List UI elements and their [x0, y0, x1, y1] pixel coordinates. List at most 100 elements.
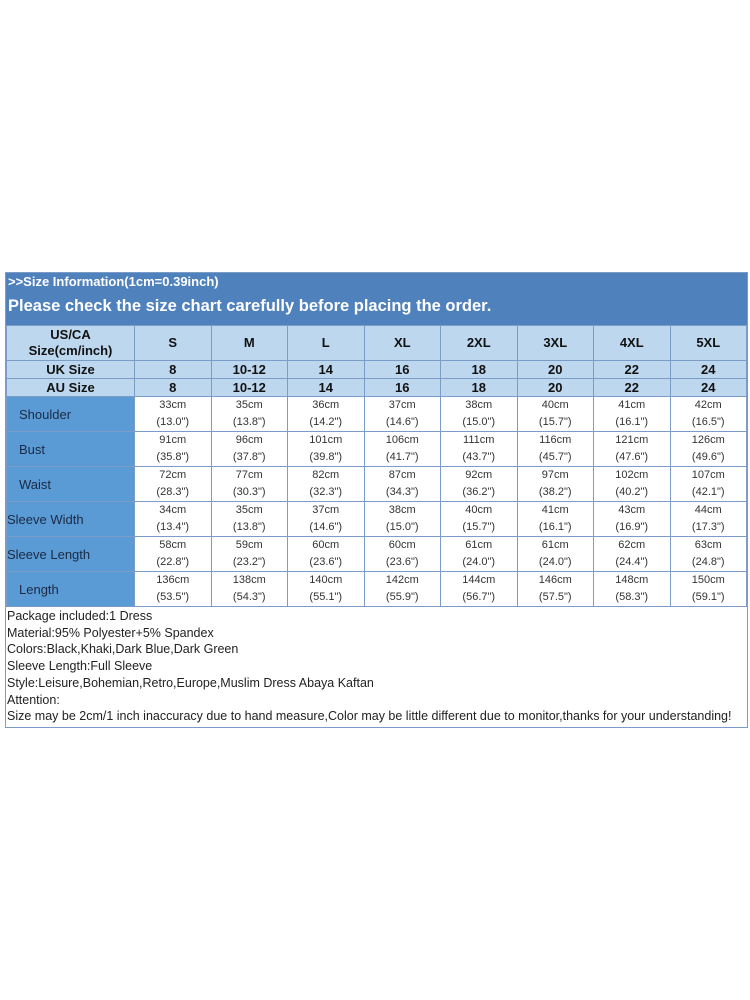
measurement-cell: 35cm (13.8")	[210, 501, 288, 537]
measurement-cell: 121cm (47.6")	[593, 431, 671, 467]
inch-value: (22.8")	[156, 556, 190, 568]
inch-value: (13.0")	[156, 416, 190, 428]
measurement-cell: 111cm (43.7")	[440, 431, 518, 467]
measurement-cell: 40cm (15.7")	[516, 396, 594, 432]
cm-value: 37cm	[388, 399, 416, 411]
size-cell: 10-12	[210, 360, 288, 379]
cm-value: 97cm	[541, 469, 569, 481]
measurement-row: Waist 72cm (28.3") 77cm (30.3") 82cm (32.3") 87…	[6, 466, 747, 502]
cm-value: 43cm	[618, 504, 646, 516]
inch-value: (24.0")	[462, 556, 496, 568]
size-cell: S	[134, 325, 212, 361]
measurement-row: Sleeve Width 34cm (13.4") 35cm (13.8") 37cm (1…	[6, 501, 747, 537]
size-cell: 4XL	[593, 325, 671, 361]
cm-value: 82cm	[312, 469, 340, 481]
cm-value: 72cm	[159, 469, 187, 481]
size-cell: 14	[287, 360, 365, 379]
cm-value: 106cm	[385, 434, 419, 446]
size-cell: 16	[363, 378, 441, 397]
cm-value: 44cm	[694, 504, 722, 516]
measurement-cell: 33cm (13.0")	[134, 396, 212, 432]
cm-value: 126cm	[691, 434, 725, 446]
inch-value: (32.3")	[309, 486, 343, 498]
cm-value: 148cm	[615, 574, 649, 586]
measurement-cell: 140cm (55.1")	[287, 571, 365, 607]
measurement-row: Shoulder 33cm (13.0") 35cm (13.8") 36cm (14.2"…	[6, 396, 747, 432]
measurement-cell: 62cm (24.4")	[593, 536, 671, 572]
inch-value: (38.2")	[538, 486, 572, 498]
measurement-cell: 34cm (13.4")	[134, 501, 212, 537]
size-cell: 20	[516, 378, 594, 397]
cm-value: 35cm	[235, 504, 263, 516]
measurement-cell: 107cm (42.1")	[669, 466, 747, 502]
row-label: US/CA Size(cm/inch)	[6, 325, 135, 361]
measurement-cell: 61cm (24.0")	[440, 536, 518, 572]
size-info-title: >>Size Information(1cm=0.39inch)	[6, 273, 747, 291]
measurement-cell: 102cm (40.2")	[593, 466, 671, 502]
measurement-cell: 38cm (15.0")	[363, 501, 441, 537]
size-cell: XL	[363, 325, 441, 361]
inch-value: (14.6")	[309, 521, 343, 533]
cm-value: 91cm	[159, 434, 187, 446]
row-label: AU Size	[6, 378, 135, 397]
inch-value: (59.1")	[691, 591, 725, 603]
inch-value: (54.3")	[232, 591, 266, 603]
measurement-cell: 97cm (38.2")	[516, 466, 594, 502]
inch-value: (55.9")	[385, 591, 419, 603]
cm-value: 140cm	[309, 574, 343, 586]
cm-value: 121cm	[615, 434, 649, 446]
measurement-cell: 59cm (23.2")	[210, 536, 288, 572]
measurement-cell: 37cm (14.6")	[287, 501, 365, 537]
inch-value: (37.8")	[232, 451, 266, 463]
measurement-label: Bust	[6, 431, 135, 467]
inch-value: (58.3")	[615, 591, 649, 603]
inch-value: (30.3")	[232, 486, 266, 498]
cm-value: 96cm	[235, 434, 263, 446]
inch-value: (56.7")	[462, 591, 496, 603]
measurement-cell: 146cm (57.5")	[516, 571, 594, 607]
measurement-label: Length	[6, 571, 135, 607]
inch-value: (24.8")	[691, 556, 725, 568]
uk-size-row: UK Size 8 10-12 14 16 18 20 22 24	[6, 360, 747, 379]
cm-value: 63cm	[694, 539, 722, 551]
measurement-cell: 38cm (15.0")	[440, 396, 518, 432]
note-line: Attention:	[7, 692, 60, 707]
measurement-cell: 150cm (59.1")	[669, 571, 747, 607]
cm-value: 107cm	[691, 469, 725, 481]
inch-value: (23.2")	[232, 556, 266, 568]
cm-value: 41cm	[541, 504, 569, 516]
measurement-cell: 40cm (15.7")	[440, 501, 518, 537]
cm-value: 77cm	[235, 469, 263, 481]
measurement-row: Bust 91cm (35.8") 96cm (37.8") 101cm (39.8") 10…	[6, 431, 747, 467]
cm-value: 61cm	[541, 539, 569, 551]
measurement-cell: 77cm (30.3")	[210, 466, 288, 502]
measurement-cell: 41cm (16.1")	[593, 396, 671, 432]
note-line: Colors:Black,Khaki,Dark Blue,Dark Green	[7, 642, 239, 657]
cm-value: 144cm	[462, 574, 496, 586]
measurement-cell: 44cm (17.3")	[669, 501, 747, 537]
inch-value: (14.6")	[385, 416, 419, 428]
cm-value: 60cm	[312, 539, 340, 551]
cm-value: 150cm	[691, 574, 725, 586]
size-cell: 8	[134, 360, 212, 379]
inch-value: (39.8")	[309, 451, 343, 463]
measurement-cell: 41cm (16.1")	[516, 501, 594, 537]
cm-value: 34cm	[159, 504, 187, 516]
inch-value: (28.3")	[156, 486, 190, 498]
measurement-label: Shoulder	[6, 396, 135, 432]
inch-value: (36.2")	[462, 486, 496, 498]
size-cell: 24	[669, 360, 747, 379]
row-label: UK Size	[6, 360, 135, 379]
measurement-cell: 101cm (39.8")	[287, 431, 365, 467]
cm-value: 138cm	[232, 574, 266, 586]
cm-value: 92cm	[465, 469, 493, 481]
size-table: US/CA Size(cm/inch) S M L XL 2XL 3XL 4XL 5XL UK S…	[6, 325, 747, 607]
cm-value: 60cm	[388, 539, 416, 551]
cm-value: 36cm	[312, 399, 340, 411]
inch-value: (40.2")	[615, 486, 649, 498]
cm-value: 146cm	[538, 574, 572, 586]
cm-value: 61cm	[465, 539, 493, 551]
measurement-cell: 58cm (22.8")	[134, 536, 212, 572]
measurement-cell: 60cm (23.6")	[363, 536, 441, 572]
cm-value: 40cm	[465, 504, 493, 516]
